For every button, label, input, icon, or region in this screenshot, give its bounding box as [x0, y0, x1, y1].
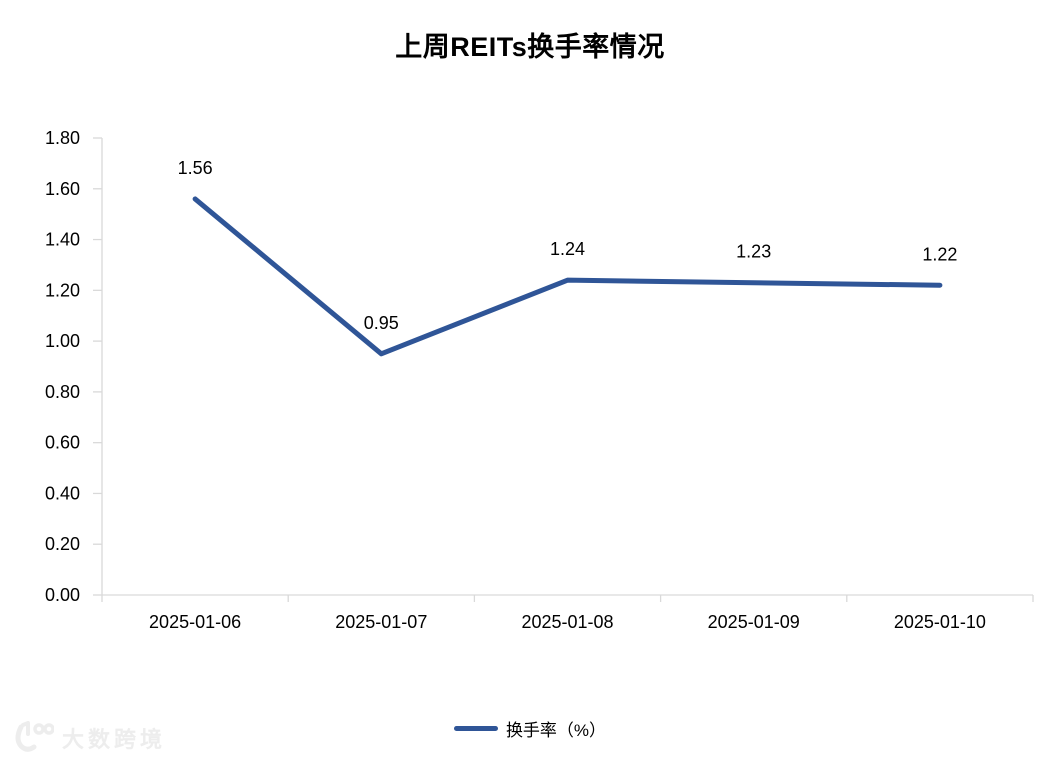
- data-point-label: 1.23: [736, 242, 771, 262]
- y-axis-label: 0.40: [45, 483, 80, 503]
- y-axis-label: 0.60: [45, 433, 80, 453]
- x-axis-label: 2025-01-07: [335, 612, 427, 632]
- data-point-label: 1.56: [178, 158, 213, 178]
- watermark-text: 大数跨境: [62, 727, 167, 752]
- chart-title: 上周REITs换手率情况: [395, 32, 665, 62]
- chart-legend: 换手率（%）: [0, 714, 1060, 742]
- y-axis-label: 0.00: [45, 585, 80, 605]
- x-axis-label: 2025-01-09: [708, 612, 800, 632]
- y-axis-label: 1.60: [45, 179, 80, 199]
- y-axis-label: 1.00: [45, 331, 80, 351]
- watermark-logo-icon: [15, 721, 54, 752]
- y-axis-label: 1.40: [45, 230, 80, 250]
- y-axis-label: 1.20: [45, 280, 80, 300]
- x-axis-label: 2025-01-08: [521, 612, 613, 632]
- x-axis-label: 2025-01-06: [149, 612, 241, 632]
- y-axis-label: 0.20: [45, 534, 80, 554]
- x-axis-label: 2025-01-10: [894, 612, 986, 632]
- y-axis-label: 0.80: [45, 382, 80, 402]
- y-axis-label: 1.80: [45, 128, 80, 148]
- watermark: 大数跨境: [8, 721, 166, 755]
- series-line: [192, 196, 943, 357]
- data-point-label: 1.24: [550, 239, 585, 259]
- legend-label: 换手率（%）: [505, 720, 607, 740]
- data-point-label: 1.22: [922, 244, 957, 264]
- axis-lines: [101, 138, 1033, 596]
- data-point-label: 0.95: [364, 313, 399, 333]
- legend-line-marker-icon: [453, 725, 498, 731]
